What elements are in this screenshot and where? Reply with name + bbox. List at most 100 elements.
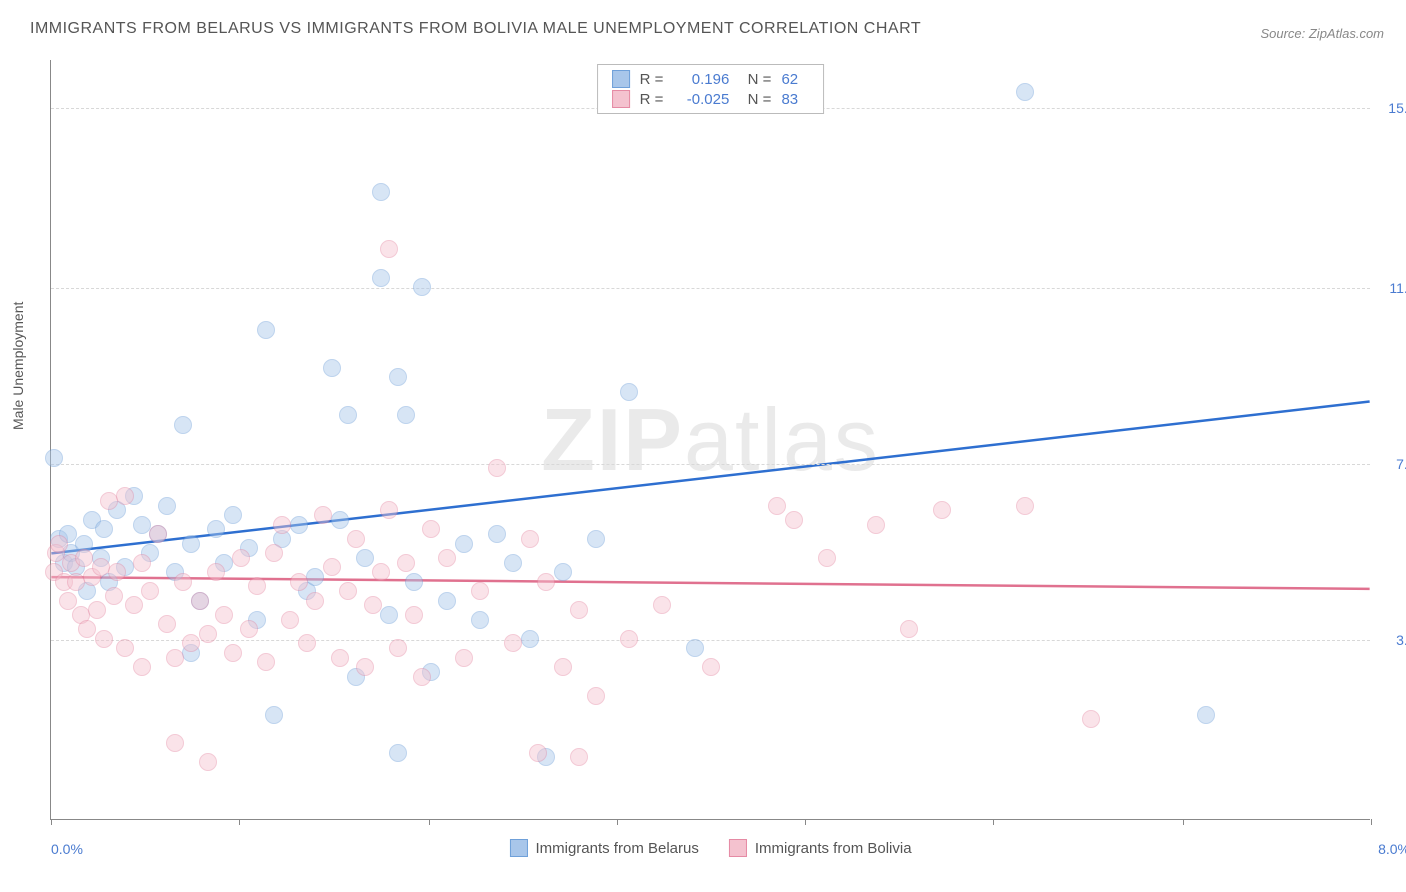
- point-bolivia: [364, 596, 382, 614]
- point-bolivia: [323, 558, 341, 576]
- gridline: [51, 640, 1370, 641]
- legend-label-bolivia: Immigrants from Bolivia: [755, 840, 912, 857]
- point-bolivia: [133, 554, 151, 572]
- point-belarus: [587, 530, 605, 548]
- n-value-belarus: 62: [781, 71, 809, 88]
- point-belarus: [504, 554, 522, 572]
- point-bolivia: [1016, 497, 1034, 515]
- point-bolivia: [455, 649, 473, 667]
- r-value-belarus: 0.196: [673, 71, 729, 88]
- gridline: [51, 288, 1370, 289]
- series-legend: Immigrants from Belarus Immigrants from …: [509, 839, 911, 857]
- r-label: R =: [640, 71, 664, 88]
- swatch-belarus-icon: [509, 839, 527, 857]
- point-bolivia: [347, 530, 365, 548]
- x-tick: [1183, 819, 1184, 825]
- y-axis-label: Male Unemployment: [10, 302, 26, 430]
- point-belarus: [323, 359, 341, 377]
- x-tick: [617, 819, 618, 825]
- point-bolivia: [554, 658, 572, 676]
- point-belarus: [389, 744, 407, 762]
- y-tick-label: 3.8%: [1396, 632, 1406, 648]
- point-bolivia: [488, 459, 506, 477]
- point-belarus: [455, 535, 473, 553]
- r-label: R =: [640, 91, 664, 108]
- point-bolivia: [438, 549, 456, 567]
- legend-row-bolivia: R = -0.025 N = 83: [612, 89, 810, 109]
- point-bolivia: [67, 573, 85, 591]
- point-bolivia: [199, 753, 217, 771]
- point-belarus: [405, 573, 423, 591]
- source-label: Source: ZipAtlas.com: [1260, 26, 1384, 41]
- point-bolivia: [380, 240, 398, 258]
- point-belarus: [1016, 83, 1034, 101]
- point-bolivia: [273, 516, 291, 534]
- point-bolivia: [1082, 710, 1100, 728]
- point-belarus: [620, 383, 638, 401]
- point-bolivia: [521, 530, 539, 548]
- n-label: N =: [739, 91, 771, 108]
- point-bolivia: [265, 544, 283, 562]
- point-bolivia: [158, 615, 176, 633]
- point-bolivia: [900, 620, 918, 638]
- point-bolivia: [224, 644, 242, 662]
- point-bolivia: [933, 501, 951, 519]
- point-bolivia: [108, 563, 126, 581]
- point-bolivia: [620, 630, 638, 648]
- swatch-bolivia: [612, 90, 630, 108]
- x-tick: [51, 819, 52, 825]
- point-belarus: [95, 520, 113, 538]
- point-bolivia: [372, 563, 390, 581]
- point-bolivia: [570, 748, 588, 766]
- point-bolivia: [290, 573, 308, 591]
- point-bolivia: [182, 634, 200, 652]
- point-belarus: [356, 549, 374, 567]
- chart-plot-area: ZIPatlas R = 0.196 N = 62 R = -0.025 N =…: [50, 60, 1370, 820]
- point-bolivia: [232, 549, 250, 567]
- point-bolivia: [867, 516, 885, 534]
- point-belarus: [331, 511, 349, 529]
- point-belarus: [521, 630, 539, 648]
- point-bolivia: [75, 549, 93, 567]
- point-bolivia: [92, 558, 110, 576]
- n-value-bolivia: 83: [781, 91, 809, 108]
- x-tick: [1371, 819, 1372, 825]
- point-bolivia: [785, 511, 803, 529]
- point-bolivia: [405, 606, 423, 624]
- point-belarus: [224, 506, 242, 524]
- point-belarus: [372, 183, 390, 201]
- point-belarus: [686, 639, 704, 657]
- point-bolivia: [50, 535, 68, 553]
- point-belarus: [471, 611, 489, 629]
- x-tick: [993, 819, 994, 825]
- point-belarus: [174, 416, 192, 434]
- point-bolivia: [529, 744, 547, 762]
- point-bolivia: [471, 582, 489, 600]
- trend-line: [51, 402, 1369, 554]
- point-belarus: [290, 516, 308, 534]
- point-bolivia: [356, 658, 374, 676]
- trend-lines: [51, 60, 1370, 819]
- point-bolivia: [422, 520, 440, 538]
- point-bolivia: [537, 573, 555, 591]
- point-bolivia: [199, 625, 217, 643]
- point-bolivia: [248, 577, 266, 595]
- x-tick: [805, 819, 806, 825]
- point-bolivia: [281, 611, 299, 629]
- point-belarus: [488, 525, 506, 543]
- point-bolivia: [191, 592, 209, 610]
- point-bolivia: [78, 620, 96, 638]
- point-bolivia: [149, 525, 167, 543]
- point-bolivia: [207, 563, 225, 581]
- point-bolivia: [125, 596, 143, 614]
- point-bolivia: [100, 492, 118, 510]
- point-bolivia: [141, 582, 159, 600]
- point-bolivia: [818, 549, 836, 567]
- y-tick-label: 7.5%: [1396, 456, 1406, 472]
- legend-label-belarus: Immigrants from Belarus: [535, 840, 698, 857]
- point-bolivia: [570, 601, 588, 619]
- point-belarus: [306, 568, 324, 586]
- point-bolivia: [257, 653, 275, 671]
- point-bolivia: [768, 497, 786, 515]
- point-bolivia: [389, 639, 407, 657]
